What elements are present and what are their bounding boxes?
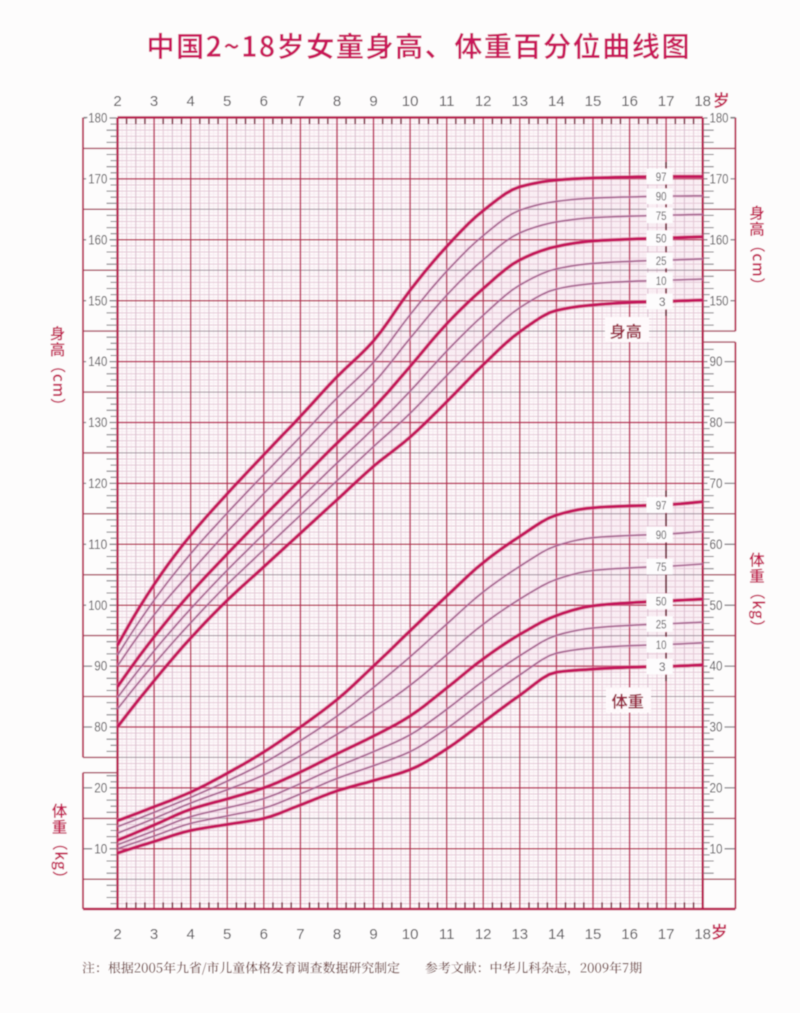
svg-text:75: 75: [656, 209, 667, 223]
svg-text:90: 90: [710, 354, 723, 369]
svg-text:80: 80: [710, 415, 723, 430]
svg-text:160: 160: [710, 232, 729, 247]
svg-text:8: 8: [333, 926, 341, 943]
svg-text:3: 3: [659, 660, 666, 674]
svg-text:110: 110: [88, 537, 107, 552]
svg-text:10: 10: [710, 841, 723, 856]
svg-text:80: 80: [94, 720, 107, 735]
svg-text:97: 97: [656, 498, 667, 512]
svg-text:150: 150: [710, 293, 729, 308]
svg-text:25: 25: [656, 254, 667, 268]
svg-text:180: 180: [710, 111, 729, 126]
svg-text:7: 7: [296, 93, 304, 110]
svg-text:90: 90: [94, 659, 107, 674]
svg-text:50: 50: [710, 598, 723, 613]
svg-text:90: 90: [656, 528, 667, 542]
svg-text:10: 10: [656, 274, 667, 288]
svg-text:6: 6: [260, 926, 268, 943]
svg-text:11: 11: [439, 93, 455, 110]
svg-text:100: 100: [88, 598, 107, 613]
svg-text:70: 70: [710, 476, 723, 491]
svg-text:2: 2: [113, 93, 121, 110]
svg-text:140: 140: [88, 354, 107, 369]
svg-text:30: 30: [710, 720, 723, 735]
svg-text:14: 14: [548, 93, 565, 110]
svg-text:180: 180: [88, 111, 107, 126]
svg-text:8: 8: [333, 93, 341, 110]
svg-text:13: 13: [511, 93, 528, 110]
svg-text:2: 2: [113, 926, 121, 943]
svg-text:40: 40: [710, 659, 723, 674]
svg-text:4: 4: [187, 926, 195, 943]
svg-text:9: 9: [369, 93, 377, 110]
svg-text:3: 3: [659, 295, 666, 309]
svg-text:5: 5: [223, 926, 231, 943]
svg-text:17: 17: [658, 926, 675, 943]
svg-text:3: 3: [150, 926, 158, 943]
svg-text:6: 6: [260, 93, 268, 110]
svg-text:15: 15: [585, 926, 602, 943]
svg-text:97: 97: [656, 170, 667, 184]
svg-text:50: 50: [656, 595, 667, 609]
svg-text:20: 20: [94, 781, 107, 796]
svg-text:14: 14: [548, 926, 565, 943]
svg-text:12: 12: [475, 93, 492, 110]
svg-text:150: 150: [88, 293, 107, 308]
svg-text:10: 10: [402, 93, 419, 110]
svg-text:5: 5: [223, 93, 231, 110]
svg-text:90: 90: [656, 190, 667, 204]
svg-text:60: 60: [710, 537, 723, 552]
svg-text:170: 170: [88, 172, 107, 187]
svg-text:18: 18: [694, 926, 711, 943]
svg-text:10: 10: [94, 841, 107, 856]
svg-text:16: 16: [621, 926, 638, 943]
svg-text:20: 20: [710, 781, 723, 796]
svg-text:10: 10: [402, 926, 419, 943]
svg-text:15: 15: [585, 93, 602, 110]
svg-text:13: 13: [511, 926, 528, 943]
svg-text:9: 9: [369, 926, 377, 943]
svg-text:10: 10: [656, 638, 667, 652]
svg-text:12: 12: [475, 926, 492, 943]
svg-text:120: 120: [88, 476, 107, 491]
svg-text:160: 160: [88, 232, 107, 247]
svg-text:3: 3: [150, 93, 158, 110]
svg-text:11: 11: [439, 926, 455, 943]
svg-text:50: 50: [656, 232, 667, 246]
svg-text:7: 7: [296, 926, 304, 943]
svg-text:16: 16: [621, 93, 638, 110]
svg-text:25: 25: [656, 618, 667, 632]
svg-text:130: 130: [88, 415, 107, 430]
svg-text:75: 75: [656, 560, 667, 574]
svg-text:4: 4: [187, 93, 195, 110]
svg-text:170: 170: [710, 172, 729, 187]
svg-text:17: 17: [658, 93, 675, 110]
svg-text:18: 18: [694, 93, 711, 110]
